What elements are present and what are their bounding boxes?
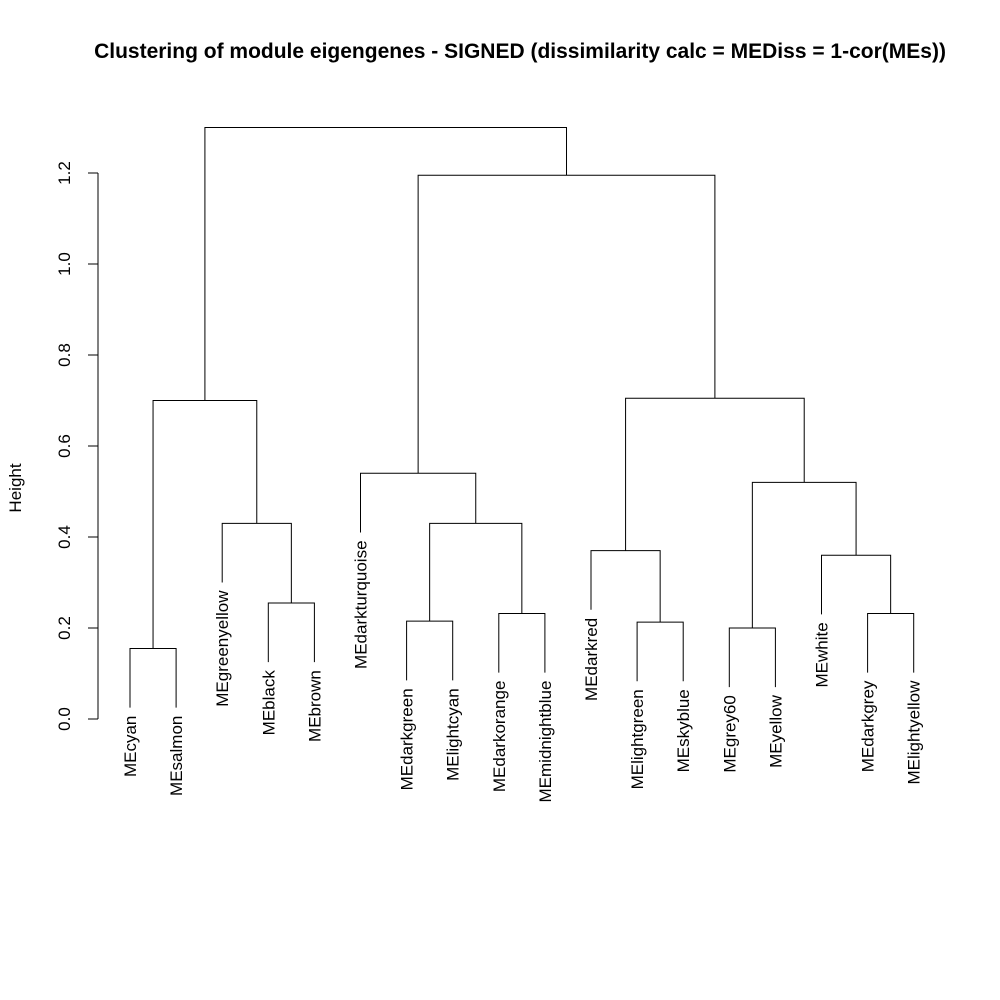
y-tick-label: 0.0 — [55, 707, 74, 731]
leaf-label: MEdarkgreen — [398, 688, 417, 790]
dendrogram-link — [204, 127, 568, 401]
y-tick-label: 0.4 — [55, 525, 74, 549]
leaf-label: MEmidnightblue — [536, 681, 555, 803]
leaf-label: MEdarkred — [582, 618, 601, 701]
y-tick-label: 1.0 — [55, 252, 74, 276]
dendrogram-link — [429, 522, 523, 622]
dendrogram-link — [636, 621, 684, 682]
dendrogram-link — [129, 647, 177, 708]
leaf-label: MElightcyan — [444, 688, 463, 781]
leaf-label: MElightyellow — [905, 680, 924, 785]
leaf-label: MEsalmon — [167, 716, 186, 796]
dendrogram-link — [867, 612, 915, 673]
dendrogram-link — [821, 554, 892, 615]
leaf-label: MEcyan — [121, 716, 140, 777]
dendrogram-link — [728, 627, 776, 688]
dendrogram-link — [267, 602, 315, 663]
leaf-label: MEskyblue — [674, 689, 693, 772]
leaf-label: MEdarkorange — [490, 681, 509, 793]
leaf-label: MEdarkturquoise — [352, 540, 371, 669]
leaf-labels: MEcyan MEsalmon MEgreenyellow MEblack MEbrow… — [121, 540, 924, 802]
leaf-label: MEwhite — [813, 622, 832, 687]
dendrogram-link — [152, 400, 258, 649]
dendrogram-link — [221, 522, 292, 603]
dendrogram-link — [406, 620, 454, 681]
dendrogram-link — [590, 550, 661, 623]
y-tick-label: 1.2 — [55, 161, 74, 185]
y-tick-label: 0.6 — [55, 434, 74, 458]
dendrogram-links — [129, 127, 915, 708]
leaf-label: MElightgreen — [628, 689, 647, 789]
y-axis: 0.0 0.2 0.4 0.6 0.8 1.0 1.2 — [55, 161, 99, 731]
leaf-label: MEyellow — [766, 694, 785, 767]
dendrogram-link — [625, 397, 805, 551]
y-tick-label: 0.8 — [55, 343, 74, 367]
leaf-label: MEblack — [259, 670, 278, 736]
dendrogram-link — [417, 174, 716, 474]
y-axis-label: Height — [6, 463, 25, 512]
dendrogram-link — [498, 612, 546, 673]
leaf-label: MEbrown — [305, 670, 324, 742]
leaf-label: MEdarkgrey — [859, 680, 878, 772]
leaf-label: MEgreenyellow — [213, 590, 232, 707]
chart-title: Clustering of module eigengenes - SIGNED… — [94, 40, 946, 63]
leaf-label: MEgrey60 — [720, 695, 739, 772]
y-tick-label: 0.2 — [55, 616, 74, 640]
